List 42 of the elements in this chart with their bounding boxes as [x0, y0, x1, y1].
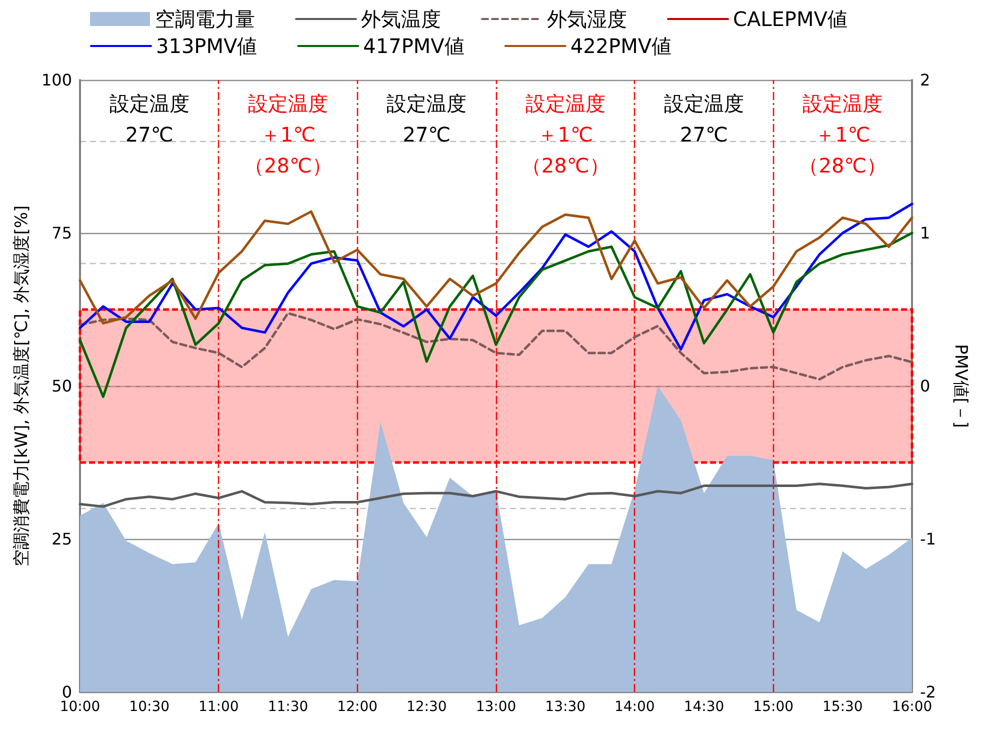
- y2-axis-title: PMV値[－]: [950, 344, 970, 428]
- line-series: [78, 232, 914, 398]
- annotation: 設定温度27℃: [664, 92, 744, 146]
- y-tick-label: 0: [62, 682, 72, 702]
- x-tick-label: 13:30: [545, 699, 586, 715]
- x-tick-label: 11:00: [198, 699, 239, 715]
- x-tick-label: 10:00: [60, 699, 100, 715]
- legend-label: CALEPMV値: [733, 7, 848, 31]
- legend-label: 417PMV値: [363, 34, 464, 58]
- x-tick-label: 12:30: [406, 699, 447, 715]
- legend-label: 外気温度: [361, 7, 441, 31]
- y-axis-title: 空調消費電力[kW], 外気温度[℃], 外気湿度[%]: [12, 205, 32, 567]
- line-series: [78, 210, 914, 325]
- legend-label: 313PMV値: [156, 34, 258, 58]
- annotation: 設定温度27℃: [386, 92, 467, 146]
- y2-tick-label: -2: [920, 682, 936, 702]
- y-tick-label: 100: [41, 70, 72, 90]
- line-series: [78, 482, 914, 508]
- y-tick-label: 50: [52, 376, 72, 396]
- x-tick-label: 15:00: [753, 699, 794, 715]
- x-tick-label: 16:00: [892, 699, 932, 715]
- annotation: 設定温度＋1℃（28℃）: [244, 92, 332, 178]
- x-tick-label: 11:30: [268, 699, 308, 715]
- y-tick-label: 25: [52, 530, 72, 548]
- annotation: 設定温度＋1℃（28℃）: [798, 92, 887, 178]
- x-tick-label: 14:00: [614, 699, 655, 715]
- x-tick-label: 10:30: [129, 699, 170, 715]
- annotation: 設定温度27℃: [109, 92, 190, 146]
- legend-label: 422PMV値: [570, 34, 672, 58]
- x-tick-label: 15:30: [822, 699, 863, 715]
- annotation: 設定温度＋1℃（28℃）: [521, 92, 610, 178]
- x-tick-label: 12:00: [337, 699, 378, 715]
- y2-tick-label: 1: [920, 224, 930, 242]
- y2-tick-label: 0: [920, 376, 930, 396]
- line-series: [78, 312, 914, 381]
- x-tick-label: 13:00: [476, 699, 516, 715]
- y2-tick-label: -1: [920, 530, 936, 548]
- y-tick-label: 75: [52, 224, 72, 242]
- legend-label: 外気湿度: [547, 7, 627, 31]
- y2-tick-label: 2: [920, 70, 930, 90]
- x-tick-label: 14:30: [684, 699, 724, 715]
- legend-label: 空調電力量: [155, 7, 255, 31]
